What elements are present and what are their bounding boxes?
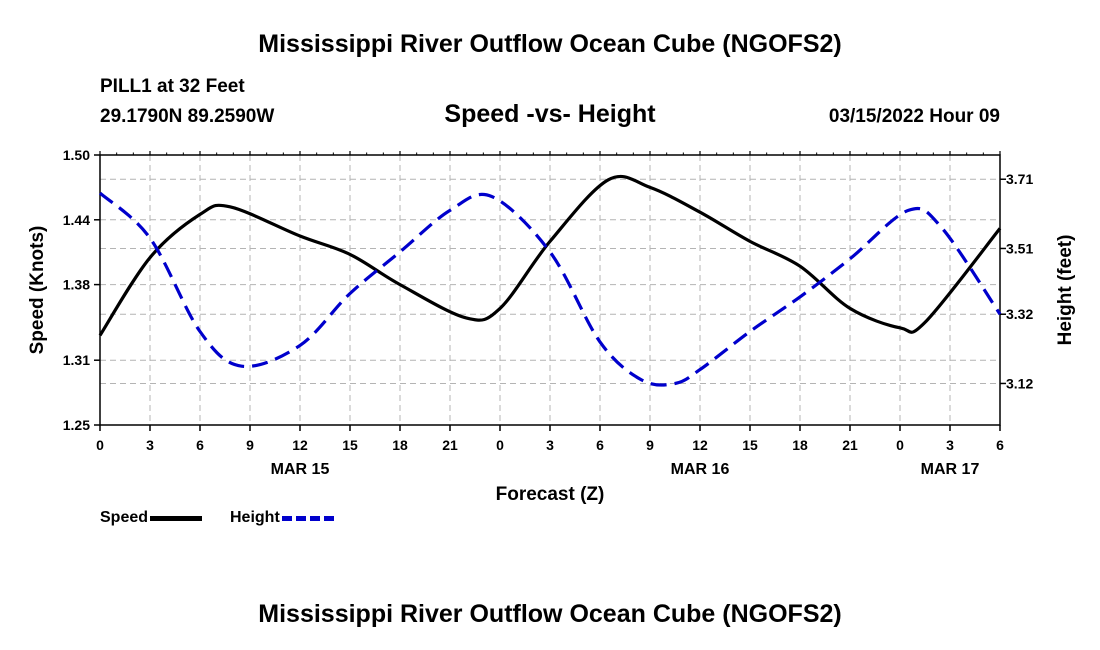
- y-tick-label: 1.50: [63, 147, 90, 163]
- x-tick-label: 15: [342, 437, 358, 453]
- x-tick-label: 12: [292, 437, 308, 453]
- y-tick-label: 1.44: [63, 212, 90, 228]
- x-tick-label: 3: [146, 437, 154, 453]
- y2-tick-label: 3.51: [1006, 240, 1033, 256]
- x-tick-label: 3: [946, 437, 954, 453]
- x-tick-label: 3: [546, 437, 554, 453]
- x-tick-label: 9: [646, 437, 654, 453]
- date-label: MAR 16: [671, 461, 730, 478]
- series: [98, 174, 1002, 387]
- y-tick-label: 1.38: [63, 277, 90, 293]
- y2-axis-title: Height (feet): [1055, 235, 1076, 346]
- legend-speed: Speed: [100, 509, 203, 527]
- legend-speed-label: Speed: [100, 509, 149, 526]
- y-axis-title: Speed (Knots): [27, 226, 48, 355]
- x-tick-label: 18: [392, 437, 408, 453]
- x-tick-label: 9: [246, 437, 254, 453]
- x-tick-label: 18: [792, 437, 808, 453]
- x-axis-title: Forecast (Z): [496, 484, 605, 505]
- height-series-line: [98, 191, 1002, 387]
- chart-subtitle: Speed -vs- Height: [444, 100, 656, 128]
- legend-height: Height: [230, 509, 334, 527]
- x-tick-label: 15: [742, 437, 758, 453]
- coordinates-label: 29.1790N 89.2590W: [100, 106, 275, 127]
- legend-height-label: Height: [230, 509, 280, 526]
- y2-tick-label: 3.12: [1006, 375, 1033, 391]
- forecast-datetime: 03/15/2022 Hour 09: [828, 106, 1000, 127]
- y2-tick-label: 3.71: [1006, 171, 1033, 187]
- y-tick-label: 1.31: [63, 352, 90, 368]
- y2-tick-label: 3.32: [1006, 306, 1033, 322]
- date-label: MAR 15: [271, 461, 330, 478]
- x-tick-label: 12: [692, 437, 708, 453]
- legend-height-swatch: [281, 515, 334, 521]
- axes: 0 3 6 9 12 15 18 21 0 3 6 9 12 15 18 21 0 3 6 MAR 15 MAR 16 M…: [63, 147, 1034, 478]
- legend-speed-swatch: [150, 515, 203, 521]
- x-tick-label: 6: [996, 437, 1004, 453]
- y-tick-label: 1.25: [63, 417, 90, 433]
- main-title: Mississippi River Outflow Ocean Cube (NG…: [258, 30, 842, 58]
- x-tick-label: 21: [842, 437, 858, 453]
- x-tick-label: 6: [196, 437, 204, 453]
- grid-lines: [100, 155, 1000, 425]
- bottom-title: Mississippi River Outflow Ocean Cube (NG…: [258, 600, 842, 628]
- speed-series-line: [98, 174, 1002, 337]
- station-label: PILL1 at 32 Feet: [100, 76, 245, 97]
- x-tick-label: 6: [596, 437, 604, 453]
- x-tick-label: 0: [896, 437, 904, 453]
- x-tick-label: 0: [496, 437, 504, 453]
- date-label: MAR 17: [921, 461, 980, 478]
- x-tick-label: 0: [96, 437, 104, 453]
- x-tick-label: 21: [442, 437, 458, 453]
